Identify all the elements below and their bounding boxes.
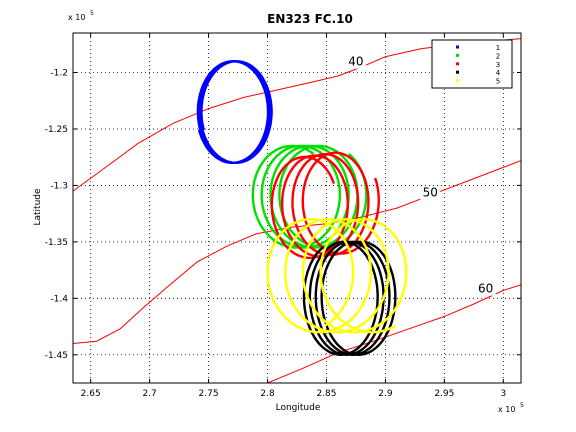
x-exponent: x 10 5 [498,402,524,414]
plot-area [73,33,521,383]
ticks [73,33,521,383]
x-tick-label: 2.65 [81,389,101,399]
contour-label-bg [345,55,366,69]
x-tick-label: 2.7 [142,389,156,399]
contour-line-40 [73,38,521,192]
y-tick-label: -1.2 [50,69,68,79]
legend-swatch-1 [456,45,459,49]
series-4-trajectory [302,240,397,357]
series-3-trajectory [270,151,380,260]
legend-swatch-5 [456,79,459,83]
x-tick-label: 2.75 [199,389,219,399]
x-tick-label: 2.9 [378,389,393,399]
legend-label-1: 1 [496,44,500,52]
x-axis-label: Longitude [276,403,321,413]
y-tick-label: -1.35 [45,238,68,248]
legend-box [431,39,513,89]
y-tick-label: -1.4 [50,294,68,304]
legend-label-3: 3 [496,61,500,69]
y-tick-label: -1.25 [45,125,68,135]
tick-labels: 2.65 2.7 2.75 2.8 2.85 2.9 2.95 3-1.45-1.4-1.35… [45,69,506,399]
contour-label-bg [420,186,441,200]
y-tick-label: -1.3 [50,181,68,191]
legend-label-5: 5 [496,78,500,86]
contour-label-60: 60 [478,282,493,296]
plot-content: 40 50 60 [73,38,521,383]
legend-swatch-3 [456,62,459,66]
series-1-trajectory [196,59,273,164]
legend-swatch-2 [456,53,459,57]
svg-text:x 10: x 10 [498,405,515,414]
contour-label-40: 40 [348,55,363,69]
legend-label-2: 2 [496,52,500,60]
svg-text:5: 5 [520,402,524,409]
x-tick-label: 2.85 [316,389,336,399]
x-tick-label: 3 [500,389,506,399]
contour-label-50: 50 [423,186,438,200]
x-tick-label: 2.95 [434,389,454,399]
series-5-trajectory [266,218,408,334]
svg-text:x 10: x 10 [68,13,85,22]
grid [73,33,521,383]
y-exponent: x 10 5 [68,10,94,22]
y-axis-label: Latitude [33,188,43,226]
axes-frame [72,32,522,384]
contour-label-bg [475,282,496,296]
legend-swatch-4 [456,70,459,74]
chart-title: EN323 FC.10 [267,12,353,26]
x-tick-label: 2.8 [260,389,275,399]
y-tick-label: -1.45 [45,351,68,361]
legend-label-4: 4 [496,69,501,77]
svg-text:5: 5 [90,10,94,17]
